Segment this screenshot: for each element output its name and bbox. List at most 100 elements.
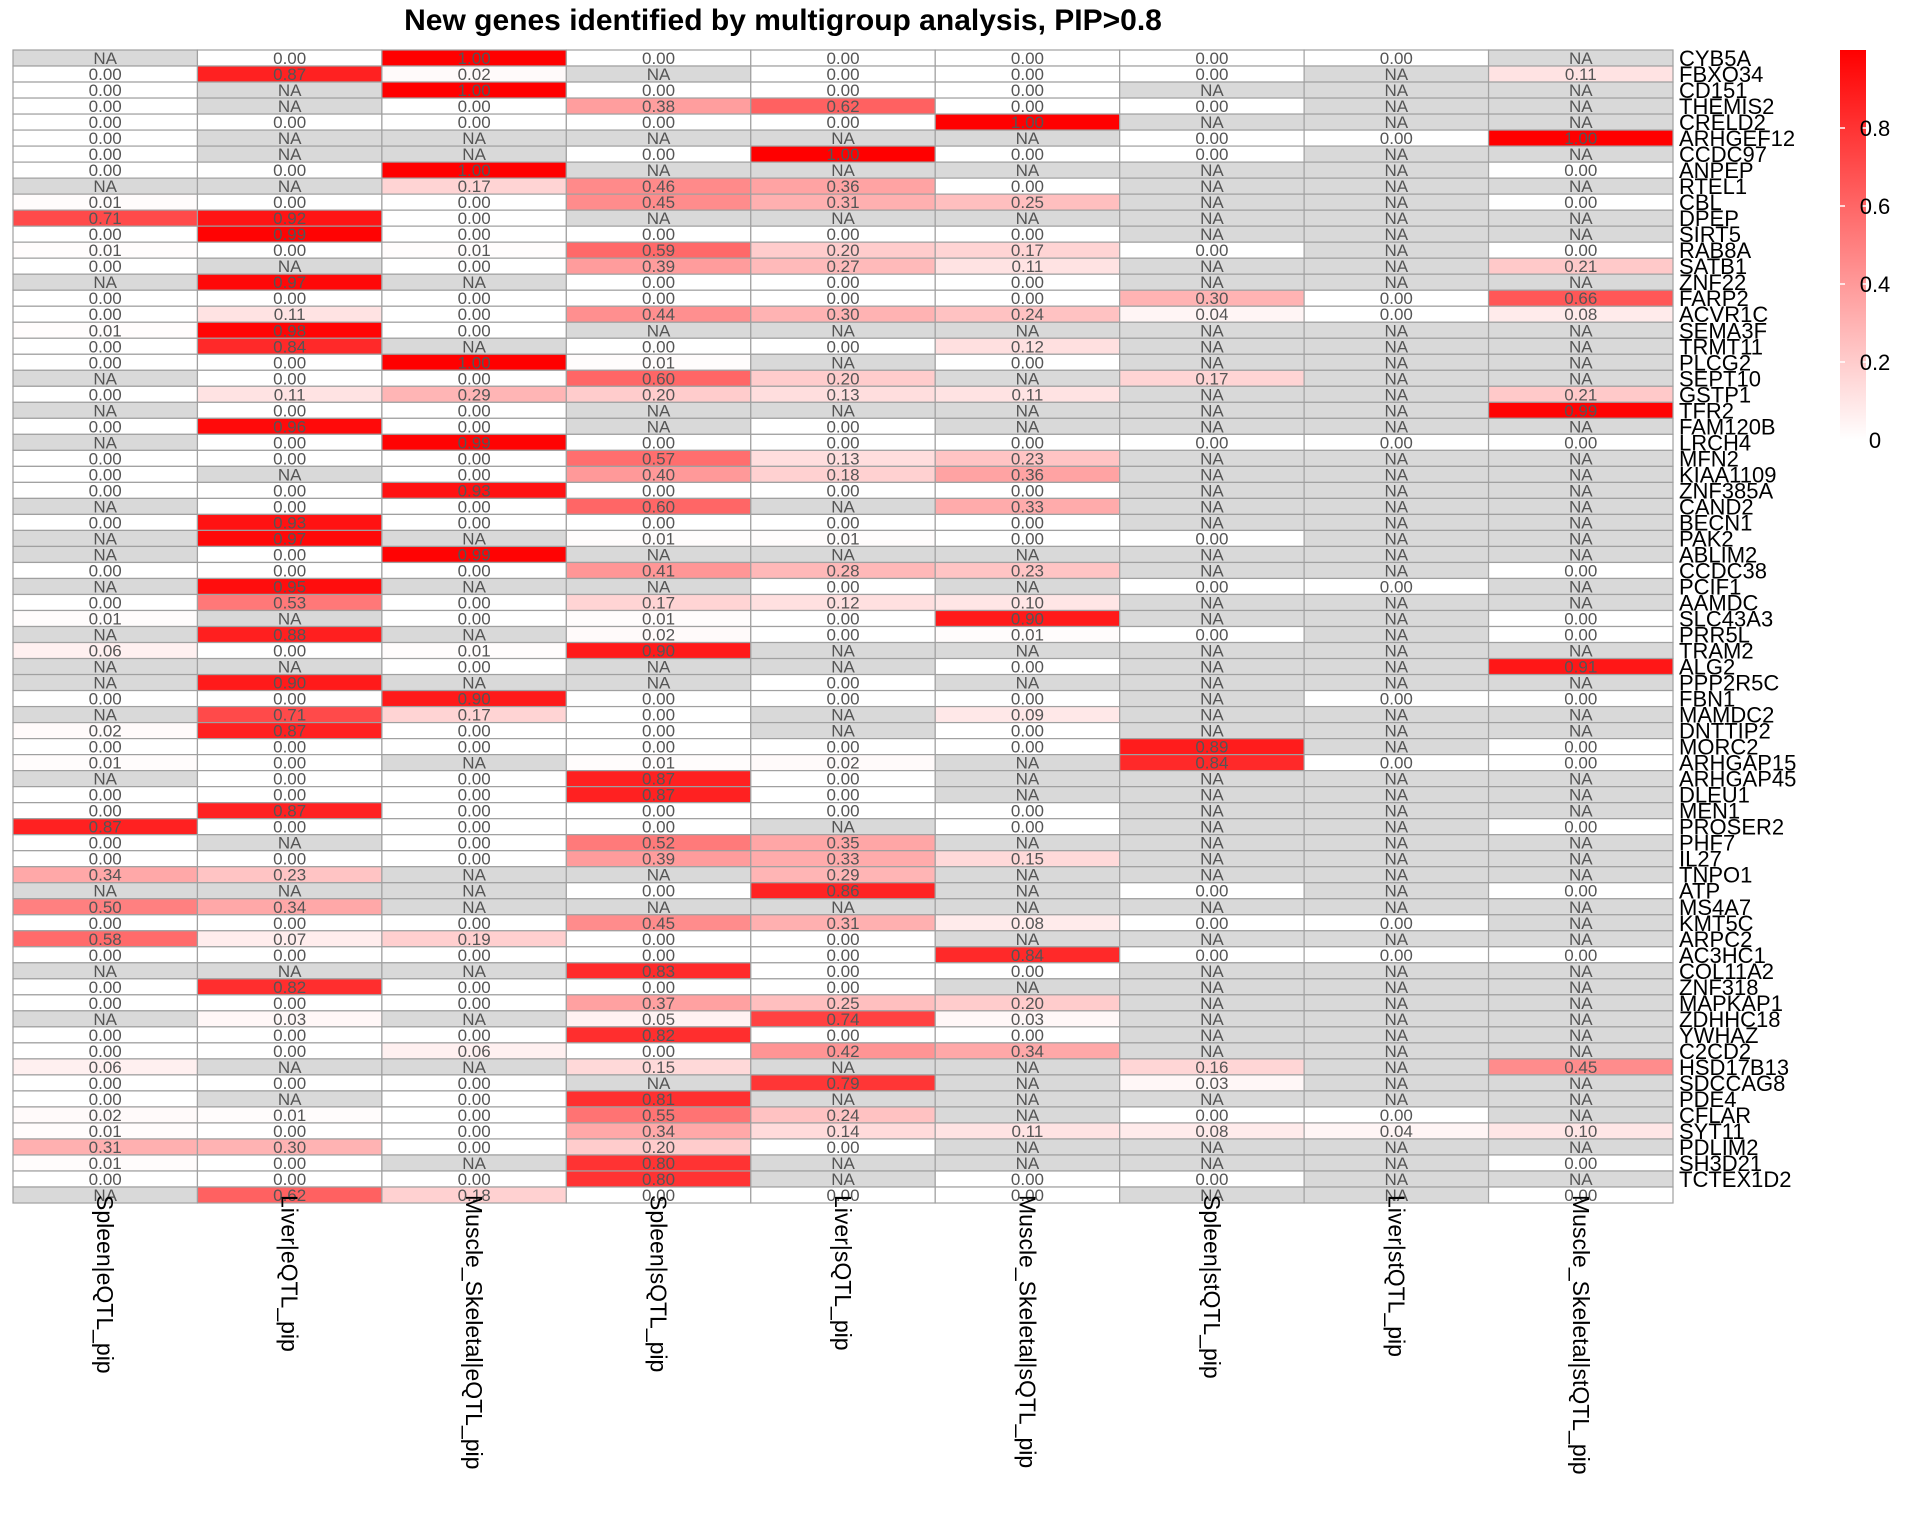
row-label: MAMDC2 xyxy=(1679,703,1774,728)
legend-tick-label: 0.6 xyxy=(1860,194,1891,219)
cell-value-label: NA xyxy=(1016,161,1040,180)
cell-value-label: 0.07 xyxy=(273,930,306,949)
cell-value-label: 0.00 xyxy=(273,353,306,372)
cell-value-label: NA xyxy=(1016,978,1040,997)
cell-value-label: NA xyxy=(1385,241,1409,260)
cell-value-label: 0.31 xyxy=(89,1138,122,1157)
cell-value-label: NA xyxy=(1569,273,1593,292)
cell-value-label: 0.00 xyxy=(273,1122,306,1141)
cell-value-label: NA xyxy=(93,49,117,68)
cell-value-label: 1.00 xyxy=(1011,113,1044,132)
cell-value-label: 0.00 xyxy=(1011,481,1044,500)
cell-value-label: 0.00 xyxy=(826,690,859,709)
cell-value-label: 0.60 xyxy=(642,497,675,516)
cell-value-label: NA xyxy=(278,129,302,148)
cell-value-label: 0.00 xyxy=(1380,1106,1413,1125)
cell-value-label: 0.00 xyxy=(273,49,306,68)
cell-value-label: 0.00 xyxy=(89,802,122,821)
cell-value-label: 0.00 xyxy=(458,593,491,612)
cell-value-label: 0.00 xyxy=(1011,273,1044,292)
cell-value-label: NA xyxy=(831,818,855,837)
cell-value-label: 0.81 xyxy=(642,1090,675,1109)
cell-value-label: NA xyxy=(831,722,855,741)
cell-value-label: NA xyxy=(93,529,117,548)
cell-value-label: 0.25 xyxy=(1011,193,1044,212)
cell-value-label: NA xyxy=(1200,786,1224,805)
cell-value-label: 0.33 xyxy=(1011,497,1044,516)
cell-value-label: 0.04 xyxy=(1380,1122,1413,1141)
cell-value-label: NA xyxy=(278,1058,302,1077)
cell-value-label: 0.00 xyxy=(458,1090,491,1109)
cell-value-label: 0.18 xyxy=(826,465,859,484)
cell-value-label: NA xyxy=(1385,497,1409,516)
cell-value-label: 0.01 xyxy=(642,529,675,548)
cell-value-label: 0.01 xyxy=(89,241,122,260)
cell-value-label: NA xyxy=(1200,850,1224,869)
cell-value-label: 0.28 xyxy=(826,561,859,580)
cell-value-label: 0.23 xyxy=(1011,561,1044,580)
row-label: MAPKAP1 xyxy=(1679,991,1783,1016)
cell-value-label: 0.00 xyxy=(273,914,306,933)
cell-value-label: NA xyxy=(831,209,855,228)
cell-value-label: NA xyxy=(1016,1154,1040,1173)
cell-value-label: NA xyxy=(1200,1026,1224,1045)
cell-value-label: NA xyxy=(93,401,117,420)
column-label: Muscle_Skeletal|eQTL_pip xyxy=(461,1195,487,1469)
row-label: AAMDC xyxy=(1679,590,1759,615)
cell-value-label: 0.00 xyxy=(1380,305,1413,324)
cell-value-label: 0.30 xyxy=(826,305,859,324)
row-label: BECN1 xyxy=(1679,510,1752,535)
cell-value-label: 0.99 xyxy=(458,545,491,564)
row-label: DNTTIP2 xyxy=(1679,719,1771,744)
cell-value-label: NA xyxy=(1016,417,1040,436)
cell-value-label: NA xyxy=(1385,529,1409,548)
cell-value-label: NA xyxy=(647,65,671,84)
cell-value-label: 0.00 xyxy=(273,113,306,132)
cell-value-label: 0.00 xyxy=(642,818,675,837)
cell-value-label: 0.00 xyxy=(826,289,859,308)
cell-value-label: 0.00 xyxy=(458,1122,491,1141)
cell-value-label: NA xyxy=(1200,161,1224,180)
cell-value-label: 0.00 xyxy=(826,962,859,981)
cell-value-label: 0.02 xyxy=(458,65,491,84)
cell-value-label: NA xyxy=(1569,113,1593,132)
cell-value-label: NA xyxy=(1200,321,1224,340)
cell-value-label: 0.36 xyxy=(1011,465,1044,484)
cell-value-label: 0.39 xyxy=(642,850,675,869)
cell-value-label: 0.00 xyxy=(1011,529,1044,548)
row-label: ARHGAP15 xyxy=(1679,751,1796,776)
cell-value-label: 0.00 xyxy=(642,706,675,725)
cell-value-label: 0.01 xyxy=(642,754,675,773)
cell-value-label: 0.11 xyxy=(274,305,306,324)
cell-value-label: NA xyxy=(1385,353,1409,372)
cell-value-label: NA xyxy=(1569,722,1593,741)
cell-value-label: 0.45 xyxy=(1564,1058,1597,1077)
cell-value-label: NA xyxy=(1200,337,1224,356)
cell-value-label: 0.31 xyxy=(826,193,859,212)
cell-value-label: 0.29 xyxy=(826,866,859,885)
cell-value-label: 0.00 xyxy=(1195,129,1228,148)
row-label: PPP2R5C xyxy=(1679,671,1779,696)
cell-value-label: 0.00 xyxy=(1195,433,1228,452)
cell-value-label: 0.00 xyxy=(458,658,491,677)
cell-value-label: 0.15 xyxy=(642,1058,675,1077)
cell-value-label: NA xyxy=(1385,1074,1409,1093)
cell-value-label: NA xyxy=(1569,930,1593,949)
cell-value-label: 0.00 xyxy=(1564,738,1597,757)
cell-value-label: 0.00 xyxy=(458,722,491,741)
cell-value-label: 0.00 xyxy=(1011,1026,1044,1045)
row-label: SDCCAG8 xyxy=(1679,1071,1785,1096)
cell-value-label: 0.00 xyxy=(458,305,491,324)
cell-value-label: 0.00 xyxy=(89,1170,122,1189)
cell-value-label: 0.00 xyxy=(89,1090,122,1109)
cell-value-label: NA xyxy=(1016,1138,1040,1157)
cell-value-label: 0.20 xyxy=(1011,994,1044,1013)
cell-value-label: 0.27 xyxy=(826,257,859,276)
cell-value-label: NA xyxy=(1385,81,1409,100)
cell-value-label: NA xyxy=(1385,1186,1409,1205)
cell-value-label: 0.25 xyxy=(826,994,859,1013)
cell-value-label: NA xyxy=(1569,850,1593,869)
cell-value-label: NA xyxy=(278,257,302,276)
cell-value-label: 0.80 xyxy=(642,1154,675,1173)
